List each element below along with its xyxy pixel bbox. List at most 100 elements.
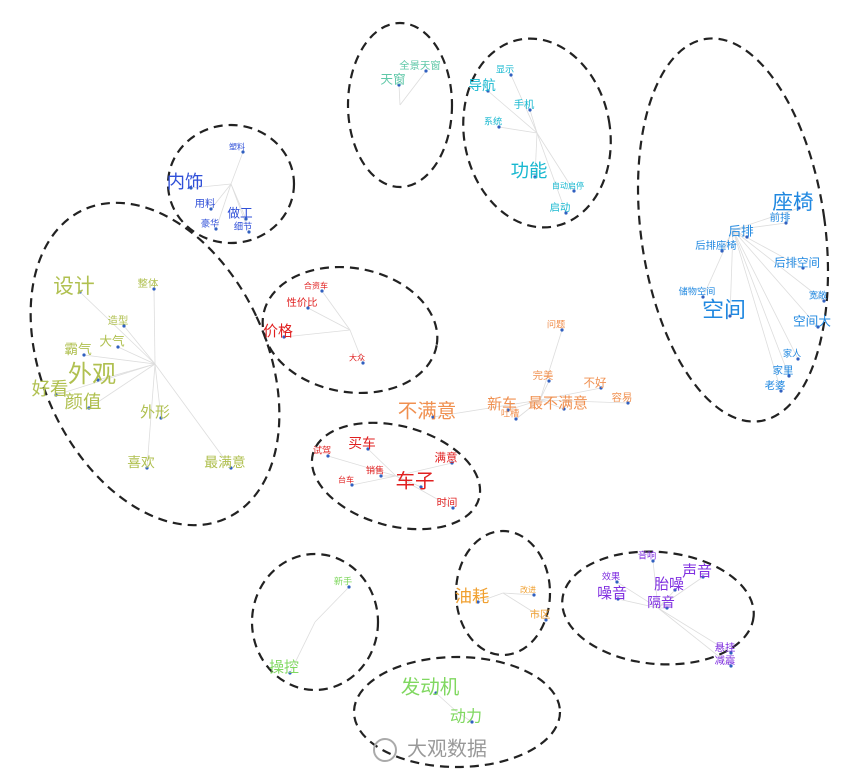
edge: [399, 70, 427, 106]
word-label: 启动: [550, 201, 571, 214]
edge: [732, 229, 782, 392]
cluster-outline: [462, 37, 612, 229]
node-dot: [87, 406, 91, 410]
node-dot: [506, 408, 510, 412]
word-label: 喜欢: [127, 455, 155, 471]
node-dot: [745, 235, 749, 239]
watermark-logo: [373, 738, 397, 762]
edge: [79, 291, 156, 365]
node-dot: [397, 83, 401, 87]
node-dot: [451, 506, 455, 510]
edge: [146, 363, 156, 469]
edge: [456, 711, 473, 723]
word-label: 后排空间: [774, 256, 820, 270]
node-dot: [533, 175, 537, 179]
word-label: 塑料: [229, 142, 245, 152]
edge: [732, 229, 804, 269]
node-dot: [562, 407, 566, 411]
word-label: 做工: [227, 206, 252, 221]
edge: [502, 592, 547, 621]
edge: [307, 307, 351, 331]
node-dot: [509, 73, 513, 77]
cluster-outline: [166, 123, 296, 245]
node-dot: [797, 206, 801, 210]
edge: [732, 207, 800, 231]
edge: [487, 90, 538, 134]
edge: [657, 607, 732, 654]
edge: [477, 592, 504, 603]
node-dot: [96, 378, 100, 382]
edge: [534, 132, 538, 178]
edge: [616, 581, 659, 609]
edges: [55, 70, 825, 723]
node-dot: [366, 447, 370, 451]
word-label: 座椅: [772, 190, 813, 214]
cluster-outline: [561, 550, 755, 666]
node-dot: [528, 108, 532, 112]
node-dot: [476, 600, 480, 604]
node-dot: [145, 466, 149, 470]
word-label: 减震: [715, 655, 736, 667]
node-dot: [486, 89, 490, 93]
word-label: 用料: [195, 197, 216, 210]
edge: [507, 399, 541, 411]
word-label: 完美: [533, 369, 554, 382]
edge: [498, 126, 538, 134]
node-dot: [728, 314, 732, 318]
edge: [88, 363, 156, 409]
node-dot: [431, 415, 435, 419]
word-label: 导航: [468, 78, 496, 94]
word-label: 空间大: [793, 314, 831, 329]
node-dot: [787, 374, 791, 378]
clusters: [29, 21, 830, 769]
node-dot: [626, 401, 630, 405]
edge: [732, 222, 787, 231]
edge: [529, 109, 538, 134]
edge: [395, 475, 422, 488]
watermark-text: 大观数据: [407, 737, 487, 761]
cluster-outline: [310, 421, 482, 531]
node-dot: [424, 69, 428, 73]
edge: [327, 455, 397, 477]
word-label: 家人: [783, 348, 801, 360]
edge: [732, 229, 799, 360]
word-label: 噪音: [597, 584, 627, 602]
edge: [321, 290, 351, 331]
cluster-outline: [454, 529, 552, 657]
edge: [367, 448, 397, 477]
edge: [502, 592, 535, 596]
node-dot: [547, 379, 551, 383]
edge: [117, 346, 156, 365]
word-label: 台车: [338, 475, 354, 485]
node-dot: [720, 249, 724, 253]
word-label: 吐槽: [501, 408, 519, 420]
word-label: 家里: [773, 364, 794, 377]
edge: [215, 183, 232, 230]
cluster-outline: [250, 552, 380, 692]
word-label: 颜值: [65, 392, 102, 413]
word-label: 不满意: [398, 400, 457, 423]
word-label: 好看: [32, 379, 69, 400]
node-dot: [701, 575, 705, 579]
edge: [510, 74, 538, 134]
word-label: 功能: [511, 161, 548, 182]
edge: [652, 560, 659, 609]
word-label: 最不满意: [528, 394, 588, 412]
node-dot: [122, 324, 126, 328]
edge: [539, 387, 602, 401]
word-label: 后排座椅: [695, 239, 736, 252]
edge: [432, 399, 541, 418]
edge: [154, 363, 162, 419]
word-label: 市区: [530, 608, 551, 621]
word-label: 试驾: [313, 445, 331, 457]
node-dot: [665, 606, 669, 610]
edge: [539, 399, 629, 404]
word-label: 新车: [487, 395, 517, 413]
word-label: 后排: [728, 224, 754, 239]
word-label: 最满意: [204, 454, 245, 471]
node-dot: [701, 295, 705, 299]
node-dot: [350, 483, 354, 487]
word-label: 价格: [263, 322, 293, 340]
edge: [395, 462, 453, 477]
